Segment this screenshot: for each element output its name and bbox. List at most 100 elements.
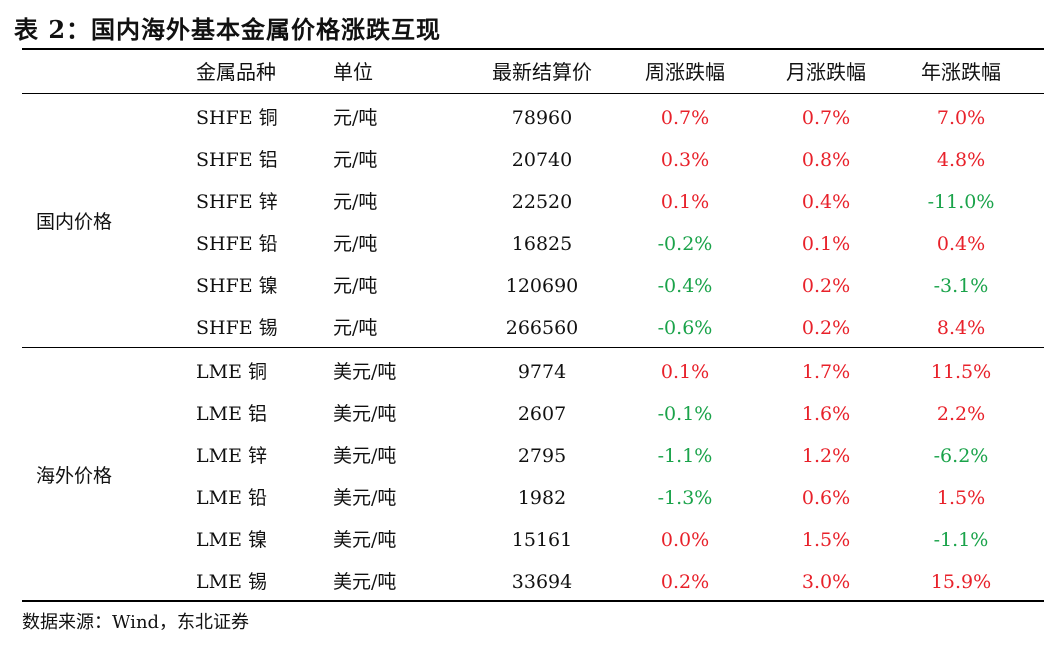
table-row: SHFE 锡 元/吨 266560 -0.6% 0.2% 8.4%: [0, 307, 1062, 349]
group-label-overseas: 海外价格: [36, 465, 113, 487]
table-row: SHFE 铝 元/吨 20740 0.3% 0.8% 4.8%: [0, 139, 1062, 181]
unit-cell: 元/吨: [333, 107, 378, 129]
header-month-change: 月涨跌幅: [786, 60, 866, 84]
price-cell: 2795: [517, 445, 567, 467]
week-change-cell: 0.0%: [660, 529, 710, 551]
month-change-cell: 0.4%: [801, 191, 851, 213]
year-change-cell: 4.8%: [936, 149, 986, 171]
price-cell: 9774: [517, 361, 567, 383]
year-change-cell: -1.1%: [933, 529, 989, 551]
unit-cell: 美元/吨: [333, 361, 397, 383]
header-unit: 单位: [333, 60, 373, 84]
year-change-cell: -6.2%: [933, 445, 989, 467]
header-week-change: 周涨跌幅: [645, 60, 725, 84]
year-change-cell: 8.4%: [936, 317, 986, 339]
metal-cell: SHFE 铅: [196, 233, 278, 255]
month-change-cell: 1.2%: [801, 445, 851, 467]
group-label-domestic: 国内价格: [36, 211, 113, 233]
unit-cell: 美元/吨: [333, 571, 397, 593]
price-cell: 20740: [511, 149, 573, 171]
metal-cell: SHFE 铝: [196, 149, 278, 171]
week-change-cell: -1.3%: [657, 487, 713, 509]
unit-cell: 美元/吨: [333, 403, 397, 425]
year-change-cell: -3.1%: [933, 275, 989, 297]
table-row: SHFE 镍 元/吨 120690 -0.4% 0.2% -3.1%: [0, 265, 1062, 307]
price-cell: 22520: [511, 191, 573, 213]
top-rule: [22, 48, 1044, 50]
year-change-cell: 7.0%: [936, 107, 986, 129]
year-change-cell: 1.5%: [936, 487, 986, 509]
month-change-cell: 3.0%: [801, 571, 851, 593]
year-change-cell: 11.5%: [930, 361, 992, 383]
month-change-cell: 1.6%: [801, 403, 851, 425]
table-title: 表 2：国内海外基本金属价格涨跌互现: [14, 15, 442, 44]
month-change-cell: 0.6%: [801, 487, 851, 509]
week-change-cell: -1.1%: [657, 445, 713, 467]
month-change-cell: 0.8%: [801, 149, 851, 171]
price-cell: 266560: [505, 317, 579, 339]
year-change-cell: 2.2%: [936, 403, 986, 425]
year-change-cell: 15.9%: [930, 571, 992, 593]
month-change-cell: 0.2%: [801, 317, 851, 339]
month-change-cell: 1.5%: [801, 529, 851, 551]
price-cell: 15161: [511, 529, 573, 551]
year-change-cell: 0.4%: [936, 233, 986, 255]
metal-cell: LME 锌: [196, 445, 267, 467]
week-change-cell: 0.1%: [660, 191, 710, 213]
price-cell: 33694: [511, 571, 573, 593]
unit-cell: 元/吨: [333, 317, 378, 339]
price-cell: 2607: [517, 403, 567, 425]
unit-cell: 元/吨: [333, 275, 378, 297]
week-change-cell: 0.1%: [660, 361, 710, 383]
table-row: SHFE 铜 元/吨 78960 0.7% 0.7% 7.0%: [0, 97, 1062, 139]
month-change-cell: 1.7%: [801, 361, 851, 383]
unit-cell: 美元/吨: [333, 445, 397, 467]
header-year-change: 年涨跌幅: [921, 60, 1001, 84]
table-row: LME 锡 美元/吨 33694 0.2% 3.0% 15.9%: [0, 561, 1062, 603]
metal-cell: LME 锡: [196, 571, 267, 593]
week-change-cell: -0.6%: [657, 317, 713, 339]
metal-cell: SHFE 镍: [196, 275, 278, 297]
price-cell: 120690: [505, 275, 579, 297]
bottom-rule: [22, 600, 1044, 602]
metal-cell: LME 铅: [196, 487, 267, 509]
header-rule: [22, 93, 1044, 94]
week-change-cell: -0.1%: [657, 403, 713, 425]
metal-cell: LME 铝: [196, 403, 267, 425]
group-divider: [22, 347, 1044, 348]
unit-cell: 美元/吨: [333, 529, 397, 551]
unit-cell: 元/吨: [333, 149, 378, 171]
week-change-cell: -0.2%: [657, 233, 713, 255]
week-change-cell: 0.2%: [660, 571, 710, 593]
unit-cell: 元/吨: [333, 233, 378, 255]
price-cell: 1982: [517, 487, 567, 509]
price-cell: 78960: [511, 107, 573, 129]
table-row: LME 镍 美元/吨 15161 0.0% 1.5% -1.1%: [0, 519, 1062, 561]
header-price: 最新结算价: [492, 60, 592, 84]
table-row: LME 铜 美元/吨 9774 0.1% 1.7% 11.5%: [0, 351, 1062, 393]
metal-cell: SHFE 锡: [196, 317, 278, 339]
week-change-cell: 0.7%: [660, 107, 710, 129]
table-row: LME 锌 美元/吨 2795 -1.1% 1.2% -6.2%: [0, 435, 1062, 477]
month-change-cell: 0.2%: [801, 275, 851, 297]
header-metal: 金属品种: [196, 60, 276, 84]
price-cell: 16825: [511, 233, 573, 255]
table-row: LME 铅 美元/吨 1982 -1.3% 0.6% 1.5%: [0, 477, 1062, 519]
domestic-rows: SHFE 铜元/吨 78960 0.7% 0.7% 7.0% SHFE 铝元/吨 20740…: [0, 97, 1062, 349]
source-note: 数据来源：Wind，东北证券: [22, 612, 250, 633]
metal-cell: LME 铜: [196, 361, 267, 383]
metal-cell: LME 镍: [196, 529, 267, 551]
table-row: LME 铝 美元/吨 2607 -0.1% 1.6% 2.2%: [0, 393, 1062, 435]
unit-cell: 元/吨: [333, 191, 378, 213]
metal-cell: SHFE 铜: [196, 107, 278, 129]
table-row: SHFE 铅 元/吨 16825 -0.2% 0.1% 0.4%: [0, 223, 1062, 265]
metal-cell: SHFE 锌: [196, 191, 278, 213]
week-change-cell: 0.3%: [660, 149, 710, 171]
overseas-rows: LME 铜美元/吨 9774 0.1% 1.7% 11.5% LME 铝美元/吨 2607-…: [0, 351, 1062, 603]
table-row: SHFE 锌 元/吨 22520 0.1% 0.4% -11.0%: [0, 181, 1062, 223]
unit-cell: 美元/吨: [333, 487, 397, 509]
month-change-cell: 0.7%: [801, 107, 851, 129]
year-change-cell: -11.0%: [927, 191, 995, 213]
week-change-cell: -0.4%: [657, 275, 713, 297]
month-change-cell: 0.1%: [801, 233, 851, 255]
